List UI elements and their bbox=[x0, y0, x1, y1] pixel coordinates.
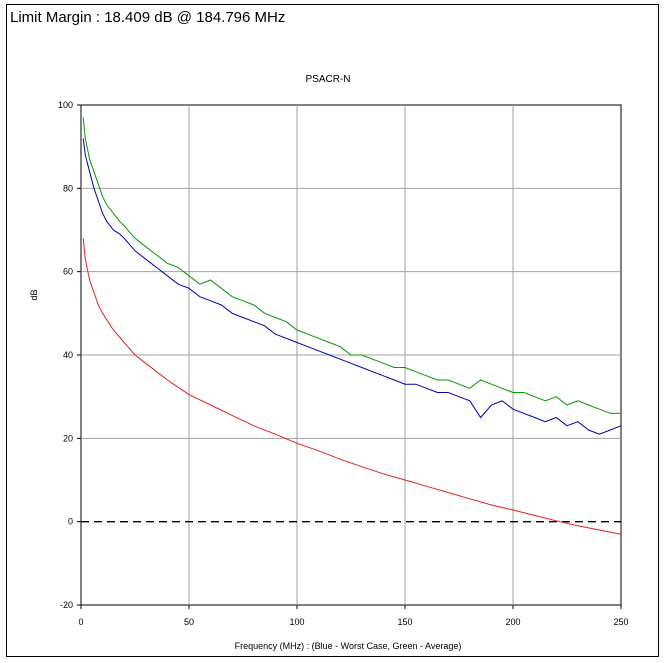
average-line bbox=[82, 117, 621, 414]
series-lines bbox=[82, 117, 622, 535]
y-tick-label: -20 bbox=[60, 600, 73, 610]
x-tick-label: 250 bbox=[613, 617, 628, 627]
x-tick-label: 0 bbox=[78, 617, 83, 627]
x-tick-label: 150 bbox=[397, 617, 412, 627]
chart-frame: Limit Margin : 18.409 dB @ 184.796 MHz P… bbox=[6, 4, 659, 657]
worst-case-line bbox=[82, 138, 622, 435]
limit-line bbox=[82, 238, 622, 535]
chart-title: PSACR-N bbox=[305, 74, 350, 85]
y-tick-label: 80 bbox=[63, 183, 73, 193]
x-axis-label: Frequency (MHz) : (Blue - Worst Case, Gr… bbox=[235, 641, 462, 651]
psacr-chart: PSACR-N dB Frequency (MHz) : (Blue - Wor… bbox=[29, 74, 629, 651]
grid-lines bbox=[77, 104, 622, 609]
x-tick-label: 200 bbox=[505, 617, 520, 627]
tick-labels: 0 50 100 150 200 250 -20 0 20 40 60 80 100 bbox=[58, 100, 629, 627]
x-tick-label: 50 bbox=[184, 617, 194, 627]
y-tick-label: 40 bbox=[63, 350, 73, 360]
limit-margin-label: Limit Margin : 18.409 dB @ 184.796 MHz bbox=[10, 9, 286, 26]
y-axis-label: dB bbox=[29, 289, 39, 300]
y-tick-label: 100 bbox=[58, 100, 73, 110]
y-tick-label: 20 bbox=[63, 433, 73, 443]
y-tick-label: 0 bbox=[68, 517, 73, 527]
y-tick-label: 60 bbox=[63, 267, 73, 277]
x-tick-label: 100 bbox=[289, 617, 304, 627]
